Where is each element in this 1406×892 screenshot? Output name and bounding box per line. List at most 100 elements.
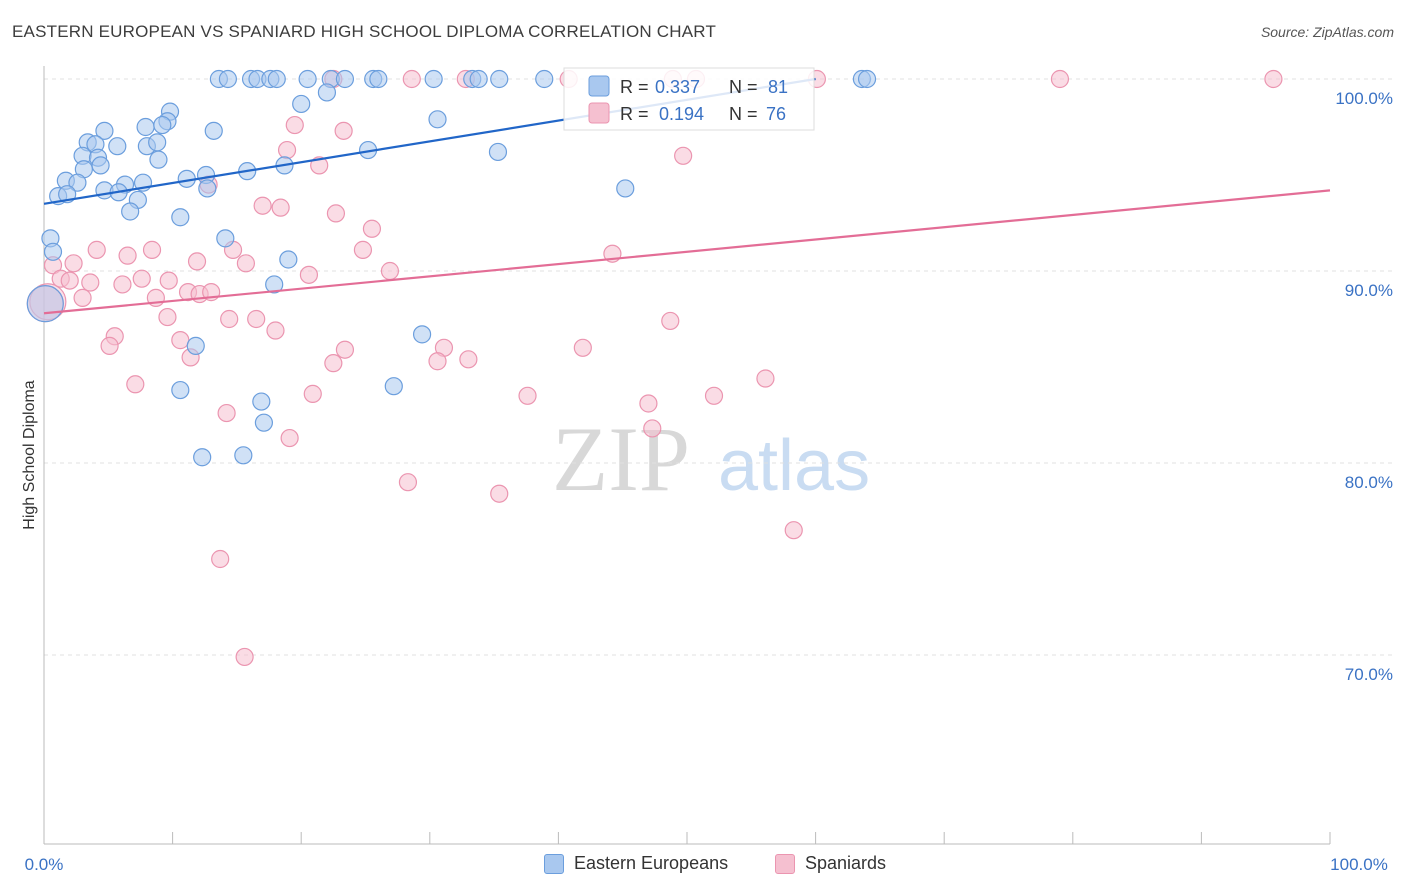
- spaniards-point-55: [324, 354, 343, 373]
- eastern-europeans-point-28: [108, 137, 127, 156]
- spaniards-point-5: [1050, 69, 1070, 89]
- bottom-legend-swatch-pink: [775, 853, 795, 874]
- source-credit: Source: ZipAtlas.com: [1260, 24, 1394, 40]
- y-tick-label-70: 70.0%: [1345, 665, 1393, 684]
- legend-r-value-2: 0.194: [659, 104, 704, 124]
- x-axis-ticks: [43, 832, 1331, 844]
- spaniards-point-66: [280, 428, 299, 448]
- eastern-europeans-point-69: [26, 285, 64, 323]
- x-tick-label-min: 0.0%: [25, 855, 64, 874]
- spaniards-point-33: [81, 273, 100, 292]
- x-tick-label-max: 100.0%: [1330, 855, 1388, 874]
- eastern-europeans-point-23: [136, 117, 155, 137]
- bottom-legend-label-2: Spaniards: [805, 853, 887, 873]
- watermark-atlas: atlas: [718, 426, 870, 506]
- spaniards-point-12: [674, 146, 693, 165]
- eastern-europeans-point-5: [267, 69, 286, 89]
- spaniards-point-6: [1264, 69, 1283, 89]
- bottom-legend-spaniards: Spaniards: [775, 853, 886, 874]
- eastern-europeans-point-44: [68, 173, 87, 192]
- eastern-europeans-point-10: [369, 69, 388, 89]
- spaniards-point-16: [271, 198, 290, 217]
- spaniards-point-36: [159, 271, 178, 290]
- spaniards-point-64: [217, 403, 236, 423]
- eastern-europeans-point-58: [216, 229, 235, 248]
- bottom-legend-eastern-europeans: Eastern Europeans: [544, 853, 728, 874]
- eastern-europeans-point-33: [488, 142, 508, 162]
- spaniards-point-34: [113, 275, 132, 294]
- eastern-europeans-point-24: [153, 115, 172, 135]
- spaniards-point-22: [353, 240, 373, 259]
- spaniards-point-27: [64, 254, 83, 273]
- spaniards-point-58: [126, 375, 145, 394]
- spaniards-point-13: [310, 156, 329, 175]
- spaniards-point-10: [334, 121, 353, 140]
- eastern-europeans-point-13: [469, 69, 488, 89]
- bottom-legend-swatch-blue: [544, 853, 564, 874]
- spaniards-point-26: [236, 254, 256, 273]
- eastern-europeans-point-21: [428, 110, 447, 129]
- y-axis-label: High School Diploma: [21, 380, 38, 530]
- legend: R = 0.337 N = 81 R = 0.194 N = 76: [563, 67, 815, 131]
- y-tick-label-80: 80.0%: [1345, 473, 1393, 492]
- chart-title: EASTERN EUROPEAN VS SPANIARD HIGH SCHOOL…: [12, 22, 717, 41]
- series-spaniards: [26, 69, 1283, 667]
- spaniards-point-57: [459, 350, 478, 369]
- spaniards-point-51: [335, 340, 355, 359]
- spaniards-point-9: [285, 115, 304, 135]
- eastern-europeans-point-48: [616, 179, 635, 198]
- spaniards-point-40: [73, 288, 92, 307]
- spaniards-point-47: [266, 321, 285, 340]
- spaniards-point-71: [235, 647, 254, 667]
- y-tick-label-100: 100.0%: [1335, 89, 1393, 108]
- spaniards-point-20: [142, 240, 162, 259]
- legend-r-label-1: R =: [620, 77, 649, 97]
- spaniards-point-43: [158, 307, 177, 327]
- bottom-legend-label-1: Eastern Europeans: [574, 853, 729, 873]
- legend-r-value-1: 0.337: [655, 77, 700, 97]
- spaniards-point-32: [60, 271, 79, 290]
- eastern-europeans-point-1: [218, 69, 237, 89]
- spaniards-point-25: [187, 252, 207, 271]
- eastern-europeans-point-26: [95, 121, 114, 140]
- eastern-europeans-point-62: [186, 336, 205, 355]
- spaniards-point-18: [362, 219, 382, 238]
- eastern-europeans-point-19: [292, 94, 311, 114]
- spaniards-point-44: [220, 309, 239, 329]
- eastern-europeans-point-31: [148, 133, 167, 152]
- legend-swatch-blue: [588, 75, 610, 97]
- y-tick-label-90: 90.0%: [1345, 281, 1393, 300]
- spaniards-point-60: [303, 384, 322, 403]
- spaniards-point-53: [573, 338, 592, 357]
- eastern-europeans-point-8: [335, 69, 355, 89]
- legend-swatch-pink: [588, 102, 610, 124]
- spaniards-point-1: [402, 69, 421, 89]
- watermark-zip: ZIP: [552, 408, 690, 510]
- spaniards-point-62: [704, 386, 724, 405]
- spaniards-point-69: [784, 521, 803, 540]
- eastern-europeans-point-55: [171, 208, 190, 227]
- legend-n-value-1: 81: [768, 77, 788, 97]
- eastern-europeans-point-68: [234, 446, 253, 465]
- eastern-europeans-point-15: [535, 69, 554, 89]
- eastern-europeans-point-38: [91, 156, 110, 175]
- eastern-europeans-point-67: [193, 448, 212, 467]
- eastern-europeans-point-66: [254, 413, 274, 432]
- spaniards-point-50: [100, 336, 119, 355]
- spaniards-point-61: [518, 386, 537, 405]
- spaniards-point-15: [253, 196, 272, 215]
- spaniards-point-46: [661, 311, 680, 331]
- eastern-europeans-point-65: [252, 392, 271, 411]
- eastern-europeans-point-11: [424, 69, 443, 89]
- spaniards-point-30: [299, 265, 319, 284]
- spaniards-point-24: [118, 246, 137, 265]
- eastern-europeans-point-63: [384, 377, 403, 396]
- eastern-europeans-point-36: [149, 150, 168, 169]
- eastern-europeans-point-14: [490, 69, 509, 89]
- eastern-europeans-point-57: [43, 242, 63, 261]
- legend-n-label-2: N =: [729, 104, 758, 124]
- eastern-europeans-point-61: [412, 325, 432, 344]
- spaniards-point-49: [171, 331, 190, 350]
- eastern-europeans-point-6: [298, 69, 317, 89]
